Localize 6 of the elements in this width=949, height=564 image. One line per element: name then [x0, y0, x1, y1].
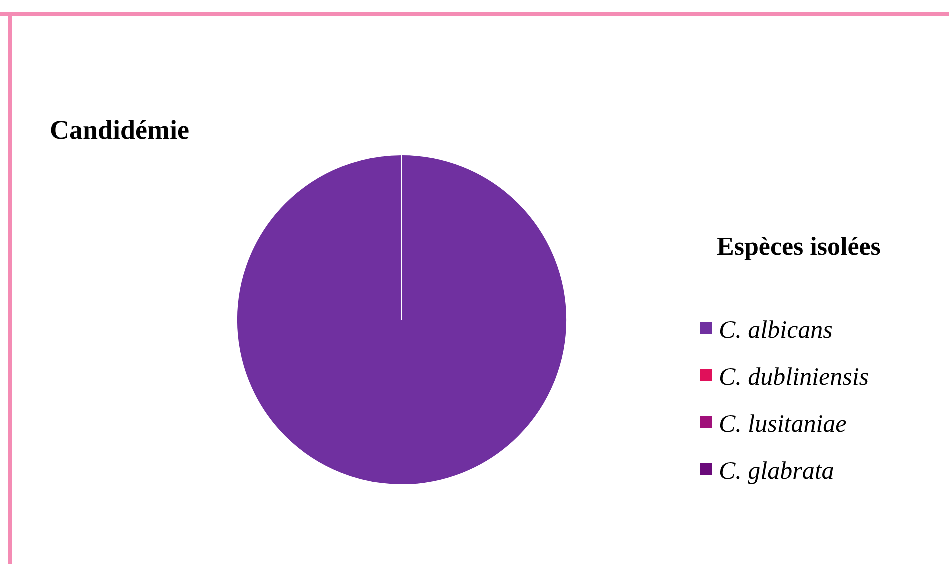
- legend-label: C. albicans: [719, 317, 833, 344]
- legend-label: C. lusitaniae: [719, 411, 847, 438]
- chart-title: Candidémie: [50, 115, 190, 145]
- legend-label: C. dubliniensis: [719, 364, 870, 391]
- legend-label: C. glabrata: [719, 458, 834, 485]
- legend-title: Espèces isolées: [717, 232, 881, 261]
